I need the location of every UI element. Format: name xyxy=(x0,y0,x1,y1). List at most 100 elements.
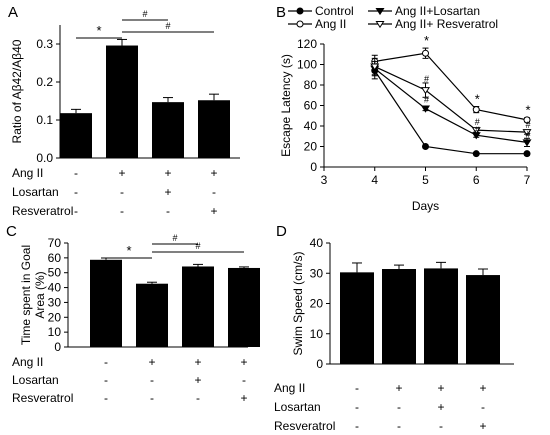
bar xyxy=(60,113,92,158)
panel-b-chart: 0 20 40 60 80 100 120 3 4 5 6 7 Days Escape Latency (… xyxy=(279,4,532,213)
panel-d-chart: 0 10 20 30 40 Swim Speed (cm/s) Ang II - + + + Losa… xyxy=(274,236,514,433)
condition-sign: + xyxy=(479,419,486,433)
condition-sign: + xyxy=(194,373,201,387)
significance-marker: # xyxy=(525,129,530,139)
data-point xyxy=(420,105,431,113)
x-axis-label: Days xyxy=(412,199,439,213)
y-tick-label: 40 xyxy=(304,119,318,133)
significance-marker: # xyxy=(475,125,480,135)
data-point xyxy=(522,139,532,147)
significance-marker: # xyxy=(424,94,429,104)
bar xyxy=(382,269,416,364)
condition-sign: + xyxy=(194,355,201,369)
condition-sign: + xyxy=(240,355,247,369)
bar xyxy=(340,272,374,364)
data-point xyxy=(422,49,429,57)
condition-sign: - xyxy=(104,373,108,387)
y-axis-label-line: Time spent in Goal xyxy=(19,245,33,345)
condition-label: Resveratrol xyxy=(12,391,73,405)
y-tick-label: 0.2 xyxy=(36,75,53,89)
condition-sign: - xyxy=(120,204,124,218)
data-point xyxy=(472,150,480,158)
condition-sign: - xyxy=(74,166,78,180)
y-tick-label: 80 xyxy=(304,78,318,92)
y-axis-label: Swim Speed (cm/s) xyxy=(291,251,305,355)
x-tick-label: 4 xyxy=(371,173,378,187)
y-axis-label: Ratio of Aβ42/Aβ40 xyxy=(10,39,24,143)
condition-sign: + xyxy=(164,185,171,199)
condition-label: Losartan xyxy=(274,400,321,414)
y-tick-label: 0.1 xyxy=(36,113,53,127)
condition-sign: - xyxy=(355,400,359,414)
significance-marker: * xyxy=(525,103,530,118)
x-tick-label: 7 xyxy=(524,173,531,187)
y-tick-label: 40 xyxy=(48,281,62,295)
legend-label: Ang II xyxy=(315,17,346,31)
y-tick-label: 60 xyxy=(304,99,318,113)
y-tick-label: 0.0 xyxy=(36,151,53,165)
y-tick-label: 10 xyxy=(310,327,324,341)
condition-sign: - xyxy=(120,185,124,199)
y-axis-label-line: Area (%) xyxy=(33,271,47,318)
condition-sign: - xyxy=(242,373,246,387)
bar xyxy=(152,102,184,158)
data-point xyxy=(422,143,429,150)
condition-sign: - xyxy=(150,373,154,387)
y-tick-label: 20 xyxy=(304,140,318,154)
condition-sign: - xyxy=(74,185,78,199)
data-point xyxy=(375,20,385,29)
bar xyxy=(106,45,138,158)
condition-sign: - xyxy=(104,391,108,405)
significance-marker: # xyxy=(424,74,429,84)
y-tick-label: 0 xyxy=(54,340,61,354)
significance-marker: # xyxy=(142,9,147,19)
significance-marker: # xyxy=(172,233,177,243)
condition-sign: - xyxy=(355,419,359,433)
series-line xyxy=(374,68,528,143)
condition-sign: - xyxy=(439,419,443,433)
condition-label: Ang II xyxy=(12,355,43,369)
y-tick-label: 50 xyxy=(48,266,62,280)
condition-sign: + xyxy=(210,166,217,180)
condition-label: Losartan xyxy=(12,373,59,387)
condition-sign: - xyxy=(150,391,154,405)
condition-sign: + xyxy=(164,166,171,180)
significance-marker: # xyxy=(195,241,200,251)
condition-label: Resveratrol xyxy=(12,204,73,218)
significance-marker: # xyxy=(525,120,530,130)
condition-label: Resveratrol xyxy=(274,419,335,433)
condition-sign: + xyxy=(148,355,155,369)
data-point xyxy=(420,87,431,95)
significance-marker: * xyxy=(424,33,429,48)
bar xyxy=(466,275,500,364)
series-line xyxy=(374,52,528,121)
condition-label: Ang II xyxy=(274,381,305,395)
condition-sign: - xyxy=(166,204,170,218)
data-point xyxy=(375,7,385,16)
condition-label: Ang II xyxy=(12,166,43,180)
condition-label: Losartan xyxy=(12,185,59,199)
condition-sign: + xyxy=(118,166,125,180)
y-tick-label: 0.3 xyxy=(36,37,53,51)
condition-sign: - xyxy=(74,204,78,218)
y-tick-label: 60 xyxy=(48,251,62,265)
y-axis-label: Time spent in GoalArea (%) xyxy=(19,245,47,345)
y-tick-label: 30 xyxy=(48,295,62,309)
significance-marker: # xyxy=(165,21,170,31)
condition-sign: - xyxy=(397,419,401,433)
legend-label: Ang II+Losartan xyxy=(395,4,480,18)
condition-sign: - xyxy=(104,355,108,369)
condition-sign: + xyxy=(479,381,486,395)
data-point xyxy=(296,7,304,15)
y-tick-label: 20 xyxy=(48,310,62,324)
y-axis-label: Escape Latency (s) xyxy=(279,54,293,157)
y-tick-label: 70 xyxy=(48,236,62,250)
bar xyxy=(424,268,458,364)
series-line xyxy=(374,70,527,155)
bar xyxy=(136,283,168,347)
y-tick-label: 0 xyxy=(310,160,317,174)
y-tick-label: 10 xyxy=(48,325,62,339)
legend-label: Ang II+ Resveratrol xyxy=(395,17,498,31)
significance-marker: * xyxy=(475,91,480,106)
